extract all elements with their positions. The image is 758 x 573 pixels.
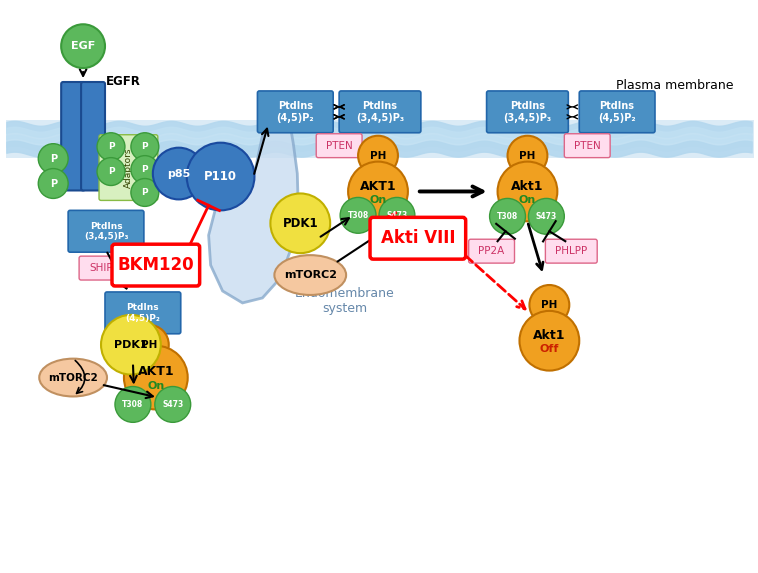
Circle shape xyxy=(186,143,255,210)
Text: PH: PH xyxy=(370,151,386,160)
Bar xyxy=(6,120,753,158)
Circle shape xyxy=(348,162,408,221)
Text: P: P xyxy=(142,142,148,151)
Text: PtdIns
(4,5)P₂: PtdIns (4,5)P₂ xyxy=(598,101,636,123)
Circle shape xyxy=(153,148,205,199)
Text: P: P xyxy=(142,165,148,174)
Text: P110: P110 xyxy=(204,170,237,183)
FancyBboxPatch shape xyxy=(79,256,123,280)
Text: PtdIns
(4,5)P₂: PtdIns (4,5)P₂ xyxy=(125,303,160,323)
FancyBboxPatch shape xyxy=(487,91,568,133)
Circle shape xyxy=(529,285,569,325)
Text: EGFR: EGFR xyxy=(106,76,141,88)
Circle shape xyxy=(490,198,525,234)
Circle shape xyxy=(131,133,159,160)
Circle shape xyxy=(38,144,68,174)
Text: PTEN: PTEN xyxy=(326,141,352,151)
Text: P: P xyxy=(49,179,57,189)
Text: Adaptors: Adaptors xyxy=(124,147,133,188)
Text: PTEN: PTEN xyxy=(574,141,600,151)
Circle shape xyxy=(155,387,191,422)
Circle shape xyxy=(97,158,125,186)
FancyBboxPatch shape xyxy=(370,217,465,259)
Text: Akti VIII: Akti VIII xyxy=(381,229,455,247)
FancyBboxPatch shape xyxy=(68,210,144,252)
Circle shape xyxy=(358,136,398,175)
Text: AKT1: AKT1 xyxy=(360,179,396,193)
FancyBboxPatch shape xyxy=(546,240,597,263)
Text: PDK1: PDK1 xyxy=(283,217,318,230)
Text: P: P xyxy=(142,188,148,197)
Circle shape xyxy=(271,194,330,253)
Text: mTORC2: mTORC2 xyxy=(283,270,337,280)
Circle shape xyxy=(519,311,579,371)
FancyBboxPatch shape xyxy=(112,244,199,286)
FancyBboxPatch shape xyxy=(564,134,610,158)
Text: PH: PH xyxy=(141,340,157,350)
Text: mTORC2: mTORC2 xyxy=(49,372,98,383)
Text: PtdIns
(3,4,5)P₃: PtdIns (3,4,5)P₃ xyxy=(83,222,128,241)
Text: PtdIns
(4,5)P₂: PtdIns (4,5)P₂ xyxy=(277,101,314,123)
Text: AKT1: AKT1 xyxy=(137,366,174,378)
Ellipse shape xyxy=(39,359,107,397)
Text: SHIP: SHIP xyxy=(89,263,113,273)
Text: On: On xyxy=(147,382,164,391)
Text: P: P xyxy=(108,167,114,176)
Circle shape xyxy=(379,198,415,233)
Text: Akt1: Akt1 xyxy=(511,179,543,193)
Text: p85: p85 xyxy=(167,168,190,179)
Circle shape xyxy=(115,387,151,422)
Text: Endomembrane
system: Endomembrane system xyxy=(296,287,395,315)
FancyBboxPatch shape xyxy=(61,82,85,190)
Text: PP2A: PP2A xyxy=(478,246,505,256)
Text: PtdIns
(3,4,5)P₃: PtdIns (3,4,5)P₃ xyxy=(356,101,404,123)
Text: PH: PH xyxy=(541,300,558,310)
FancyBboxPatch shape xyxy=(258,91,334,133)
Circle shape xyxy=(131,179,159,206)
FancyBboxPatch shape xyxy=(339,91,421,133)
FancyBboxPatch shape xyxy=(99,135,158,201)
Circle shape xyxy=(38,168,68,198)
Polygon shape xyxy=(208,119,299,303)
Circle shape xyxy=(131,156,159,183)
FancyBboxPatch shape xyxy=(579,91,655,133)
Circle shape xyxy=(61,24,105,68)
Text: EGF: EGF xyxy=(71,41,96,51)
Text: PDK1: PDK1 xyxy=(114,340,148,350)
Text: S473: S473 xyxy=(387,211,408,220)
Text: T308: T308 xyxy=(497,212,518,221)
Text: S473: S473 xyxy=(162,400,183,409)
Circle shape xyxy=(528,198,564,234)
Text: P: P xyxy=(49,154,57,164)
Text: PH: PH xyxy=(519,151,536,160)
Text: P: P xyxy=(108,142,114,151)
Text: Off: Off xyxy=(540,344,559,354)
Text: On: On xyxy=(369,195,387,205)
FancyBboxPatch shape xyxy=(105,292,180,333)
Circle shape xyxy=(129,325,169,364)
FancyBboxPatch shape xyxy=(81,82,105,190)
FancyBboxPatch shape xyxy=(316,134,362,158)
Text: BKM120: BKM120 xyxy=(117,256,194,274)
Ellipse shape xyxy=(274,255,346,295)
Circle shape xyxy=(101,315,161,375)
Text: T308: T308 xyxy=(122,400,143,409)
Text: PtdIns
(3,4,5)P₃: PtdIns (3,4,5)P₃ xyxy=(503,101,552,123)
Text: Plasma membrane: Plasma membrane xyxy=(616,80,734,92)
Circle shape xyxy=(124,346,188,409)
Text: PHLPP: PHLPP xyxy=(555,246,587,256)
Circle shape xyxy=(508,136,547,175)
Text: On: On xyxy=(518,195,536,205)
Circle shape xyxy=(497,162,557,221)
FancyBboxPatch shape xyxy=(468,240,515,263)
Text: T308: T308 xyxy=(347,211,368,220)
Circle shape xyxy=(97,133,125,160)
Circle shape xyxy=(340,198,376,233)
Text: Akt1: Akt1 xyxy=(533,329,565,342)
Text: S473: S473 xyxy=(536,212,557,221)
